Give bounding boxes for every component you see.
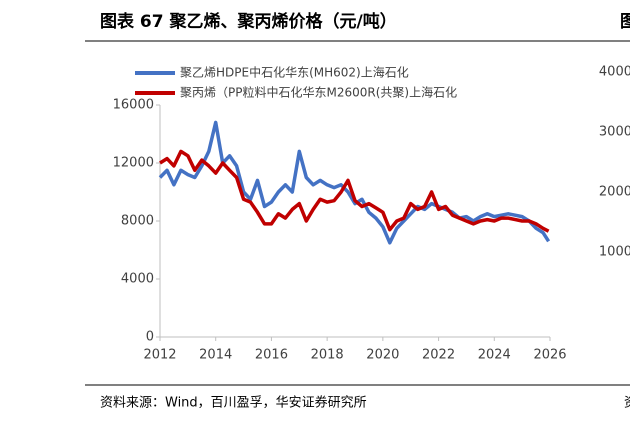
side-source: 资 — [624, 396, 630, 411]
y-tick-label: 0 — [146, 330, 154, 345]
x-tick-label: 2022 — [422, 348, 455, 363]
y-tick-label: 8000 — [121, 214, 154, 229]
series-line — [159, 149, 550, 233]
x-tick-label: 2024 — [478, 348, 511, 363]
y-tick-label: 16000 — [113, 98, 154, 113]
x-tick-label: 2020 — [366, 348, 399, 363]
source: 资料来源：Wind，百川盈孚，华安证券研究所 — [100, 395, 367, 411]
x-tick-label: 2026 — [533, 348, 566, 363]
legend-label: 聚丙烯（PP粒料中石化华东M2600R(共聚)上海石化 — [180, 85, 457, 100]
y-tick-label: 12000 — [113, 156, 154, 171]
series-line — [158, 120, 551, 245]
legend-label: 聚乙烯HDPE中石化华东(MH602)上海石化 — [180, 65, 409, 80]
x-tick-label: 2016 — [255, 348, 288, 363]
x-tick-label: 2018 — [311, 348, 344, 363]
chart-title: 图表 67 聚乙烯、聚丙烯价格（元/吨） — [100, 11, 397, 32]
x-tick-label: 2012 — [143, 348, 176, 363]
side-y-tick-label: 4000 — [599, 65, 630, 80]
y-tick-label: 4000 — [121, 272, 154, 287]
side-y-tick-label: 3000 — [599, 125, 630, 140]
side-y-tick-label: 1000 — [599, 245, 630, 260]
x-tick-label: 2014 — [199, 348, 232, 363]
side-title: 图 — [620, 12, 630, 32]
side-y-tick-label: 2000 — [599, 185, 630, 200]
